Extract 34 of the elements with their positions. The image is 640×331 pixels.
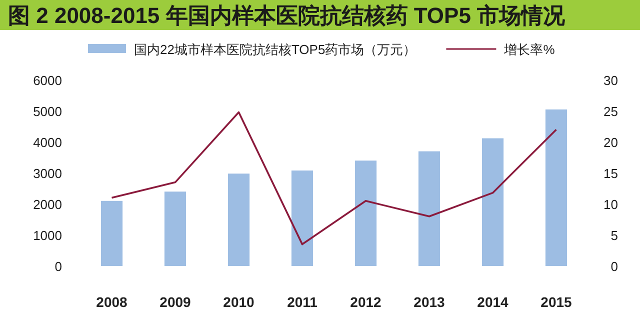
bar — [164, 192, 186, 266]
bar — [354, 160, 377, 266]
y-tick-label: 3000 — [33, 166, 62, 181]
legend-label: 国内22城市样本医院抗结核TOP5药市场（万元） — [134, 42, 416, 57]
bar — [418, 151, 440, 266]
x-tick-label: 2009 — [160, 294, 192, 310]
x-tick-label: 2010 — [223, 294, 255, 310]
bar — [291, 170, 314, 266]
y-tick-label: 5000 — [33, 104, 62, 119]
y2-tick-label: 10 — [604, 197, 618, 212]
bar — [228, 174, 250, 266]
y2-tick-label: 25 — [604, 104, 618, 119]
x-tick-label: 2013 — [414, 294, 446, 310]
y2-tick-label: 15 — [604, 166, 618, 181]
bar — [545, 109, 568, 266]
bar — [482, 138, 504, 266]
line-series — [110, 111, 558, 246]
y-tick-label: 4000 — [33, 135, 62, 150]
y2-tick-label: 0 — [610, 259, 618, 274]
chart-title: 图 2 2008-2015 年国内样本医院抗结核药 TOP5 市场情况 — [8, 3, 566, 28]
y-tick-label: 6000 — [33, 73, 62, 88]
y-tick-label: 0 — [54, 259, 62, 274]
legend-label: 增长率% — [503, 42, 556, 57]
x-tick-label: 2012 — [350, 294, 382, 310]
bar — [100, 200, 123, 266]
x-tick-label: 2011 — [287, 294, 318, 310]
y2-tick-label: 5 — [610, 228, 618, 243]
y2-tick-label: 30 — [604, 73, 618, 88]
x-tick-label: 2015 — [540, 294, 572, 310]
y2-tick-label: 20 — [604, 135, 618, 150]
y-tick-label: 1000 — [33, 228, 62, 243]
x-tick-label: 2014 — [477, 294, 509, 310]
y-tick-label: 2000 — [33, 197, 62, 212]
x-tick-label: 2008 — [96, 294, 128, 310]
